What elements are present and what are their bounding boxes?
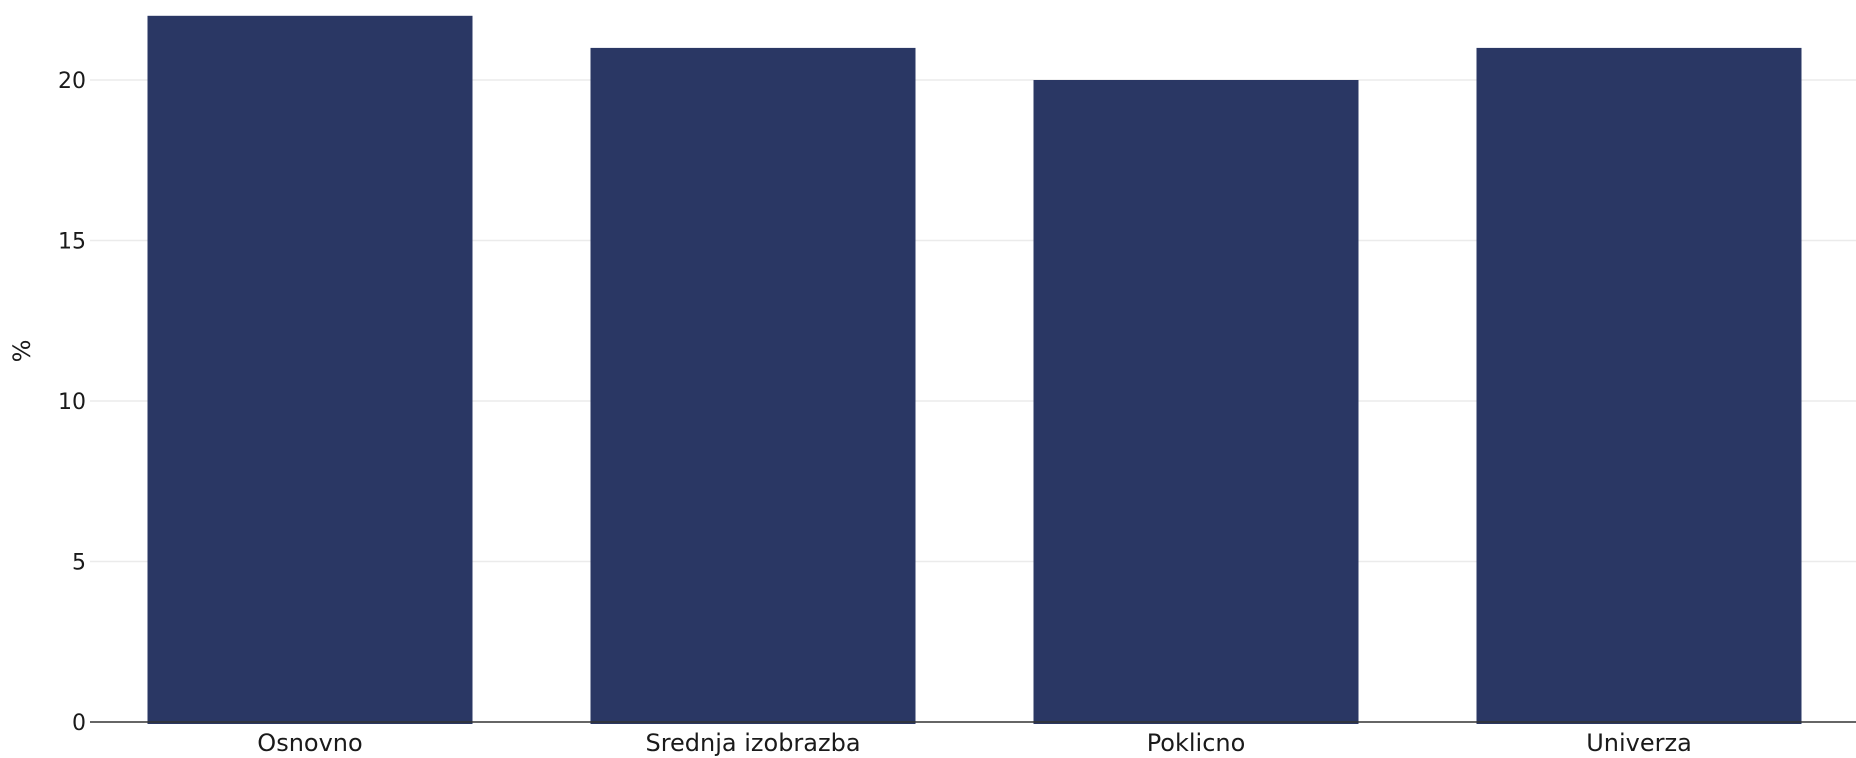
x-tick-label: Srednja izobrazba	[645, 729, 860, 757]
bar	[1033, 80, 1359, 724]
y-tick-label: 5	[72, 551, 86, 576]
y-tick-label: 0	[72, 711, 86, 736]
bar	[590, 47, 916, 724]
x-tick-labels: Osnovno Srednja izobrazba Poklicno Univerza	[257, 729, 1691, 757]
x-tick-label: Poklicno	[1147, 729, 1246, 757]
bars	[147, 15, 1802, 725]
y-axis-title: %	[8, 340, 36, 363]
y-tick-label: 15	[58, 230, 86, 255]
y-tick-labels: 0 5 10 15 20	[58, 69, 86, 736]
bar	[1476, 47, 1802, 724]
bar	[147, 15, 473, 725]
y-tick-label: 10	[58, 390, 86, 415]
x-tick-label: Osnovno	[257, 729, 362, 757]
x-tick-label: Univerza	[1586, 729, 1692, 757]
y-tick-label: 20	[58, 69, 86, 94]
